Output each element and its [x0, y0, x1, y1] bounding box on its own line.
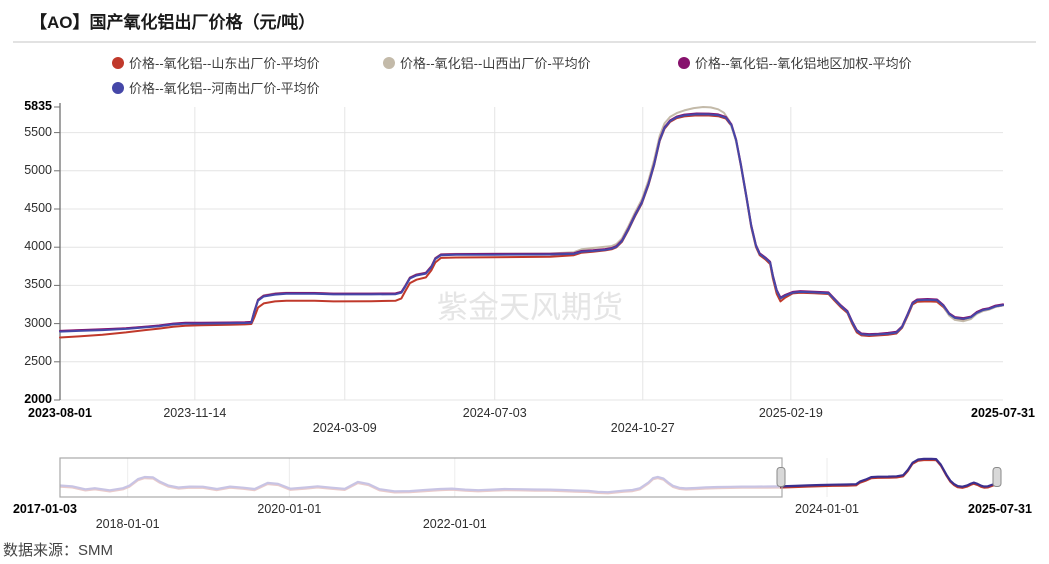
legend-item-label: 价格--氧化铝--山东出厂价-平均价: [129, 56, 320, 71]
legend-marker-henan-icon: [112, 81, 124, 94]
series-line-weighted: [59, 112, 1004, 336]
y-axis-label: 2500: [24, 353, 52, 368]
navigator-series-selected: [779, 457, 998, 488]
legend-item-label: 价格--氧化铝--氧化铝地区加权-平均价: [695, 56, 912, 71]
y-axis-label: 4500: [24, 200, 52, 215]
nav-axis-label: 2018-01-01: [95, 517, 160, 531]
x-axis-label: 2023-11-14: [163, 406, 227, 420]
title-divider: [13, 41, 1036, 43]
y-axis-label: 3000: [24, 315, 52, 330]
legend-marker-shandong-icon: [112, 56, 124, 69]
x-axis-label: 2025-07-31: [971, 406, 1035, 420]
x-axis-label: 2024-03-09: [312, 421, 377, 435]
legend-item-label: 价格--氧化铝--山西出厂价-平均价: [400, 56, 591, 71]
y-axis-label: 5000: [24, 162, 52, 177]
nav-axis-label: 2020-01-01: [257, 502, 322, 516]
legend-item-label: 价格--氧化铝--河南出厂价-平均价: [129, 81, 320, 96]
legend-item-shanxi[interactable]: 价格--氧化铝--山西出厂价-平均价: [383, 55, 591, 71]
y-axis-label: 2000: [24, 392, 52, 406]
watermark: 紫金天风期货: [437, 290, 623, 325]
y-axis-label: 3500: [24, 277, 52, 292]
navigator-series-unselected: [59, 475, 781, 494]
x-axis-label: 2024-07-03: [462, 406, 527, 420]
legend-item-henan[interactable]: 价格--氧化铝--河南出厂价-平均价: [112, 80, 320, 96]
y-axis-label: 5500: [24, 124, 52, 139]
nav-axis-label: 2025-07-31: [968, 502, 1032, 516]
x-axis-label: 2023-08-01: [28, 406, 92, 420]
legend-marker-weighted-icon: [678, 56, 690, 69]
navigator-series-selected-companion: [779, 459, 998, 489]
navigator-handle-right[interactable]: [992, 467, 1002, 487]
page-title: 【AO】国产氧化铝出厂价格（元/吨）: [30, 13, 316, 32]
series-line-henan: [59, 113, 1004, 336]
series-line-shandong: [59, 114, 1004, 339]
y-axis-label: 5835: [24, 99, 52, 113]
x-axis-label: 2025-02-19: [758, 406, 823, 420]
navigator-series-unselected-companion: [59, 477, 781, 495]
nav-axis-label: 2017-01-03: [12, 502, 77, 516]
legend-item-weighted[interactable]: 价格--氧化铝--氧化铝地区加权-平均价: [678, 55, 912, 71]
navigator-handle-left[interactable]: [776, 467, 786, 487]
data-source: 数据来源：SMM: [3, 542, 113, 559]
nav-axis-label: 2022-01-01: [422, 517, 487, 531]
series-line-shanxi: [59, 106, 1004, 336]
nav-axis-label: 2024-01-01: [795, 502, 860, 516]
y-axis-label: 4000: [24, 239, 52, 254]
legend-marker-shanxi-icon: [383, 56, 395, 69]
x-axis-label: 2024-10-27: [610, 421, 675, 435]
legend-item-shandong[interactable]: 价格--氧化铝--山东出厂价-平均价: [112, 55, 320, 71]
